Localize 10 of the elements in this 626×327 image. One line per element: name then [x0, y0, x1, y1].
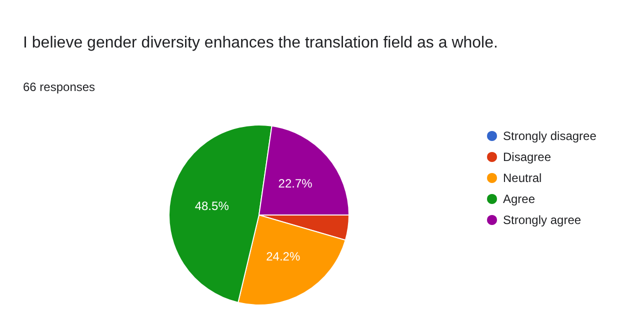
text: 66 responses	[23, 80, 96, 94]
legend-label: Strongly disagree	[503, 129, 597, 143]
legend-label: Strongly agree	[503, 213, 582, 227]
chart-title: I believe gender diversity enhances the translation field as a whole.	[23, 34, 498, 52]
legend-label: Disagree	[503, 150, 552, 164]
legend-label: Agree	[503, 192, 536, 206]
data-label: 22.7%	[278, 176, 313, 191]
data-label: 48.5%	[194, 198, 230, 213]
legend-label: Neutral	[503, 171, 542, 185]
data-label: 24.2%	[266, 249, 300, 264]
